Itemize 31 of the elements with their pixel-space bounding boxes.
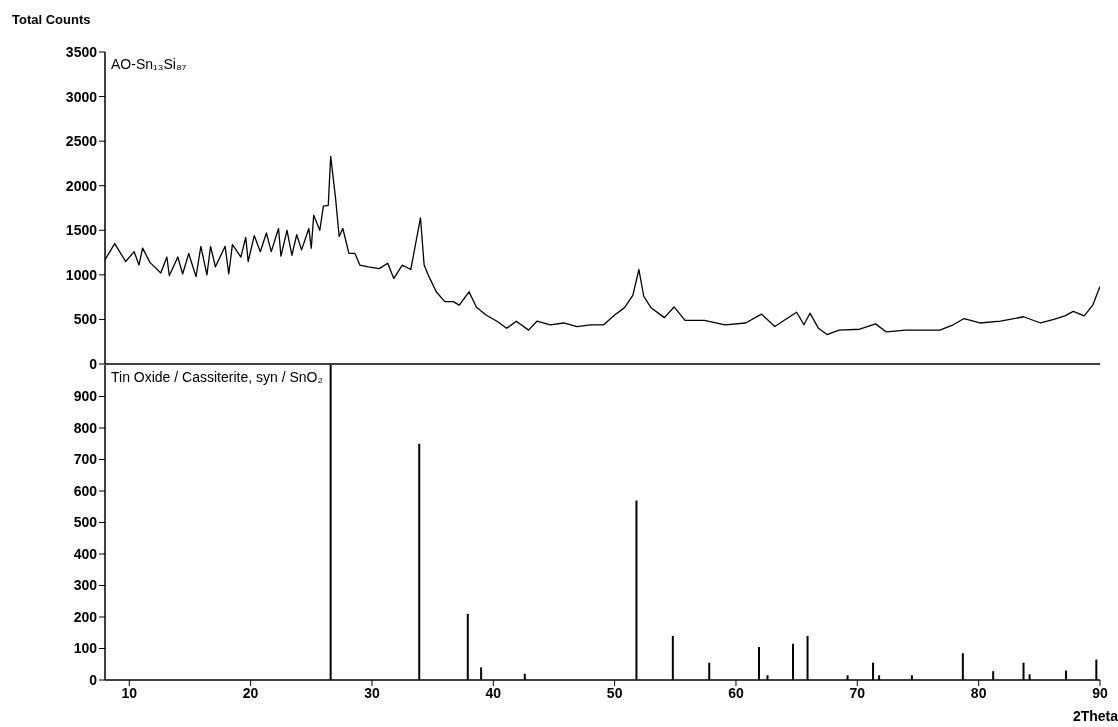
y-tick-label: 300: [73, 577, 98, 594]
x-tick-label: 60: [728, 684, 744, 701]
y-tick-label: 2000: [65, 177, 98, 194]
y-tick-label: 400: [73, 545, 98, 562]
y-tick-label: 200: [73, 608, 98, 625]
y-tick-label: 900: [73, 388, 98, 405]
y-axis-title: Total Counts: [12, 12, 91, 27]
x-tick-label: 80: [970, 684, 987, 701]
x-tick-label: 20: [242, 684, 259, 701]
y-tick-label: 1000: [65, 266, 98, 283]
y-tick-label: 800: [73, 419, 98, 436]
y-tick-label: 3500: [65, 43, 98, 60]
series-label: Tin Oxide / Cassiterite, syn / SnO₂: [111, 369, 323, 385]
x-tick-label: 30: [364, 684, 380, 701]
y-tick-label: 3000: [65, 88, 98, 105]
y-tick-label: 100: [73, 640, 98, 657]
x-tick-label: 70: [849, 684, 866, 701]
y-tick-label: 700: [73, 451, 98, 468]
y-tick-label: 1500: [65, 222, 98, 239]
y-tick-label: 500: [73, 514, 98, 531]
y-tick-label: 0: [89, 671, 98, 688]
y-tick-label: 500: [73, 311, 98, 328]
y-tick-label: 600: [73, 482, 98, 499]
x-tick-label: 50: [606, 684, 623, 701]
x-tick-label: 90: [1092, 684, 1108, 701]
x-tick-label: 40: [485, 684, 502, 701]
y-tick-label: 0: [89, 355, 98, 372]
x-axis-title: 2Theta: [1072, 708, 1118, 724]
y-tick-label: 2500: [65, 133, 98, 150]
text: AO-Sn₁₃Si₈₇: [111, 56, 187, 72]
x-tick-label: 10: [121, 684, 138, 701]
